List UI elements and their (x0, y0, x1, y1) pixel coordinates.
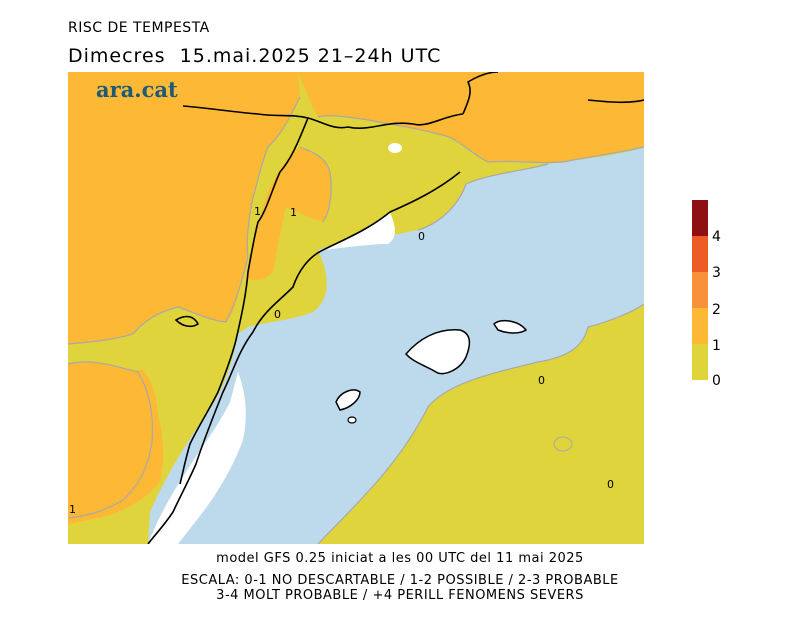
model-info: model GFS 0.25 iniciat a les 00 UTC del … (216, 551, 584, 566)
scale-description-2: 3-4 MOLT PROBABLE / +4 PERILL FENOMENS S… (216, 588, 584, 603)
contour-label-6: 0 (607, 478, 614, 491)
legend-tick-3: 3 (712, 265, 721, 281)
contour-label-3: 0 (418, 230, 425, 243)
legend-swatch-4plus (692, 200, 708, 236)
color-scale-legend: 0 1 2 3 4 (692, 200, 721, 385)
scale-description-1: ESCALA: 0-1 NO DESCARTABLE / 1-2 POSSIBL… (181, 573, 619, 588)
legend-tick-2: 2 (712, 302, 721, 318)
no-data-area-ebro (148, 372, 246, 544)
no-data-area-lake (388, 143, 402, 153)
island-sardinia-fragment (553, 436, 573, 452)
product-title: RISC DE TEMPESTA (68, 20, 210, 36)
coastlines-borders (147, 72, 644, 544)
period-label: 21–24h UTC (317, 45, 442, 67)
legend-tick-0: 0 (712, 373, 721, 385)
legend-swatch-3-4 (692, 236, 708, 272)
legend-tick-4: 4 (712, 229, 721, 245)
legend-tick-1: 1 (712, 338, 721, 354)
legend-swatch-1-2 (692, 308, 708, 344)
contour-label-1: 1 (254, 205, 261, 218)
contour-label-4: 0 (274, 308, 281, 321)
island-mallorca (405, 329, 471, 375)
no-data-area-coast (323, 212, 395, 250)
risk-1-2-area-east (461, 80, 644, 158)
island-ibiza (335, 389, 361, 411)
risk-1-2-area-corridor (246, 147, 332, 281)
brand-logo: ara.cat (96, 77, 178, 102)
legend-swatch-2-3 (692, 272, 708, 308)
day-label: Dimecres (68, 45, 166, 67)
risk-1-2-area-southwest (68, 361, 153, 518)
risk-contours (68, 96, 644, 544)
storm-risk-map: 1 1 0 0 0 0 1 (68, 72, 644, 544)
valid-time-line: Dimecres 15.mai.2025 21–24h UTC (68, 45, 441, 67)
island-menorca (493, 319, 528, 334)
contour-label-2: 1 (290, 206, 297, 219)
date-label: 15.mai.2025 (179, 45, 311, 67)
contour-label-7: 1 (69, 503, 76, 516)
legend-swatch-0-1 (692, 344, 708, 380)
sea-area (148, 147, 644, 544)
island-formentera (347, 416, 357, 424)
contour-label-5: 0 (538, 374, 545, 387)
